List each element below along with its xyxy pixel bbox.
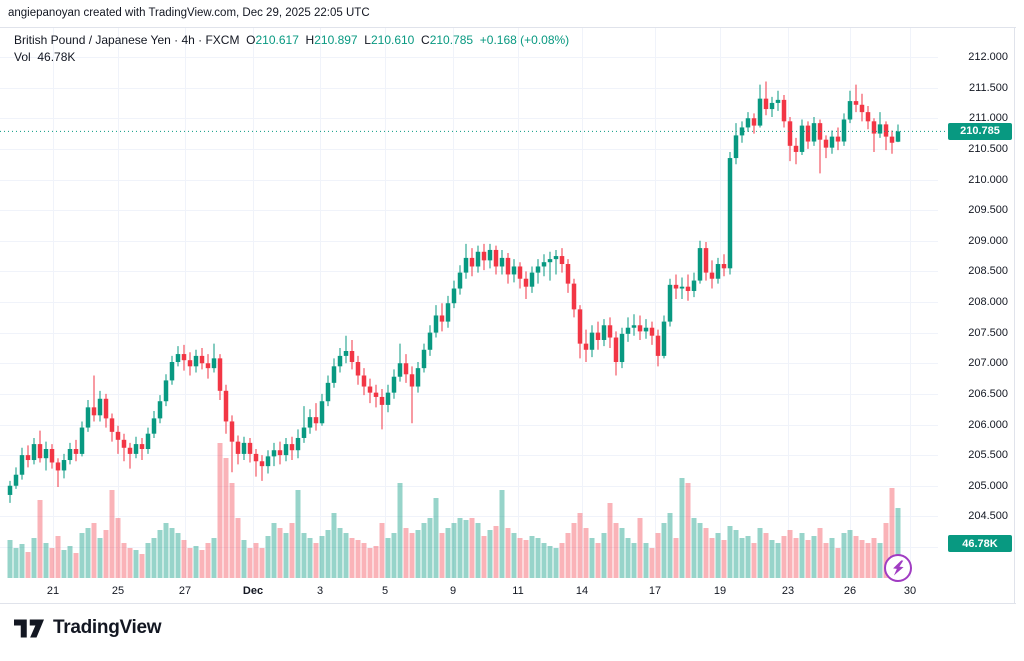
price-axis-label: 204.500	[968, 510, 1008, 523]
time-axis-label: 14	[575, 585, 589, 597]
price-axis-label: 205.500	[968, 449, 1008, 462]
price-axis-label: 207.000	[968, 357, 1008, 370]
volume-label: Vol	[14, 50, 31, 64]
price-axis-label: 210.000	[968, 173, 1008, 186]
boost-button[interactable]	[884, 554, 912, 582]
price-axis-label: 211.000	[969, 112, 1008, 125]
volume-legend: Vol 46.78K	[14, 50, 75, 64]
time-axis-label: 30	[903, 585, 917, 597]
tradingview-logo-icon	[14, 619, 44, 637]
time-axis-label: 21	[46, 585, 60, 597]
pane-top-border	[0, 27, 1016, 28]
time-axis-label: 9	[449, 585, 457, 597]
price-axis-label: 206.500	[968, 387, 1008, 400]
time-axis-label: 17	[648, 585, 662, 597]
close-value: 210.785	[429, 33, 474, 47]
time-axis-label: 25	[111, 585, 125, 597]
open-value: 210.617	[255, 33, 299, 47]
price-axis-label: 207.500	[968, 326, 1008, 339]
price-axis-label: 208.000	[968, 296, 1008, 308]
close-label: C	[421, 33, 430, 47]
price-axis-label: 206.000	[968, 418, 1008, 431]
lightning-bolt-icon	[893, 560, 904, 576]
time-axis-label: 5	[381, 585, 389, 597]
tradingview-logo-text: TradingView	[53, 617, 162, 638]
time-axis-label: 23	[781, 585, 795, 597]
time-axis-label: 26	[843, 585, 857, 597]
price-axis-label: 205.000	[968, 479, 1008, 492]
chart-legend: British Pound / Japanese Yen · 4h · FXCM…	[14, 33, 569, 47]
volume-value: 46.78K	[37, 50, 76, 64]
symbol-title: British Pound / Japanese Yen · 4h · FXCM	[14, 33, 240, 47]
low-value: 210.610	[370, 33, 415, 47]
watermark-attribution: angiepanoyan created with TradingView.co…	[8, 7, 370, 19]
high-label: H	[305, 33, 315, 47]
time-axis-label: 19	[713, 585, 727, 597]
axis-right-border	[1014, 27, 1015, 603]
pane-bottom-border	[0, 603, 1016, 604]
time-axis-label: Dec	[242, 585, 264, 597]
price-axis-label: 208.500	[968, 265, 1008, 278]
price-axis-label: 212.000	[968, 51, 1008, 63]
time-axis-label: 11	[512, 585, 524, 597]
volume-badge: 46.78K	[948, 535, 1012, 552]
time-axis-label: 27	[178, 585, 192, 597]
price-axis-label: 210.500	[968, 142, 1008, 155]
tradingview-logo[interactable]: TradingView	[14, 617, 162, 639]
low-label: L	[364, 33, 371, 47]
price-axis-label: 211.500	[969, 81, 1008, 94]
last-price-badge: 210.785	[948, 122, 1012, 140]
high-value: 210.897	[314, 33, 358, 47]
price-axis-label: 209.500	[968, 204, 1008, 217]
time-axis-label: 3	[316, 585, 324, 597]
change-value: +0.168 (+0.08%)	[479, 33, 570, 47]
price-axis-label: 209.000	[968, 234, 1008, 247]
open-label: O	[246, 33, 256, 47]
